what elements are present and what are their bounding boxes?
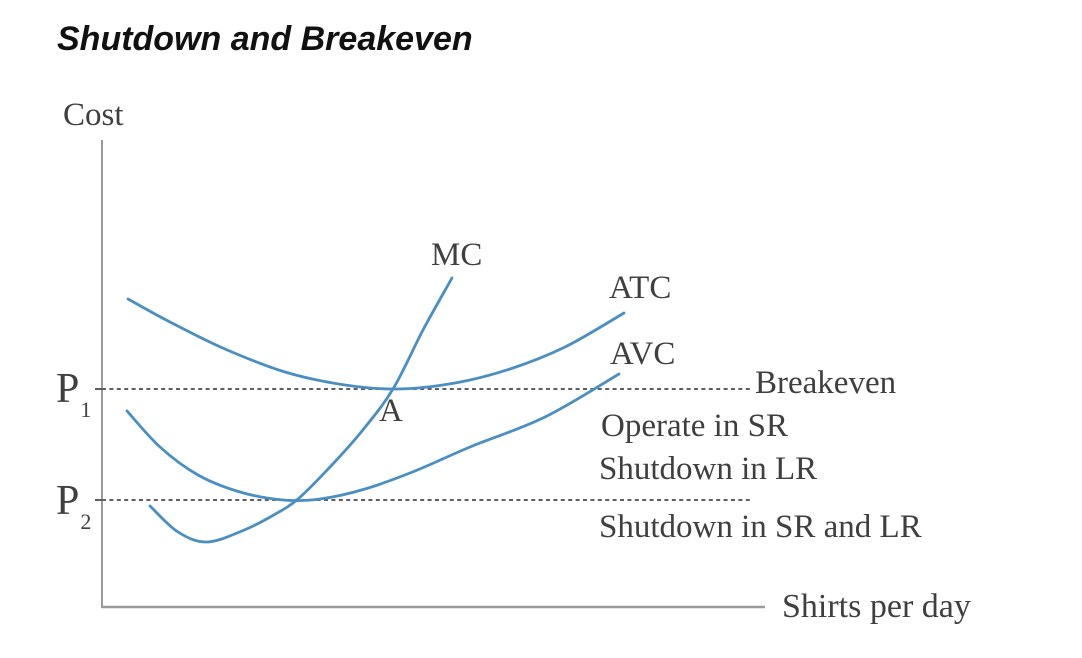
annotation-shutdown-in-sr-and-lr: Shutdown in SR and LR [599, 509, 922, 545]
price-label-p1-subscript: 1 [80, 397, 92, 422]
price-label-p1: P1 [56, 368, 91, 421]
curve-label-atc: ATC [609, 270, 672, 306]
price-label-p2-base: P [56, 478, 80, 524]
point-a-label: A [379, 393, 403, 429]
annotation-operate-in-sr: Operate in SR [601, 408, 788, 444]
annotation-breakeven: Breakeven [755, 365, 897, 401]
curve-atc [126, 297, 626, 391]
annotation-shutdown-in-lr: Shutdown in LR [599, 451, 818, 487]
curve-avc [125, 372, 621, 503]
price-label-p2: P2 [56, 480, 91, 533]
price-label-p2-subscript: 2 [80, 509, 92, 534]
curve-mc [148, 276, 454, 544]
y-axis-label: Cost [63, 97, 124, 133]
price-label-p1-base: P [56, 366, 80, 412]
figure-title: Shutdown and Breakeven [57, 20, 473, 58]
x-axis-label: Shirts per day [782, 588, 971, 625]
curve-label-mc: MC [431, 237, 483, 273]
curve-label-avc: AVC [610, 336, 676, 372]
curves-layer [125, 276, 626, 544]
price-lines-layer [95, 388, 752, 501]
